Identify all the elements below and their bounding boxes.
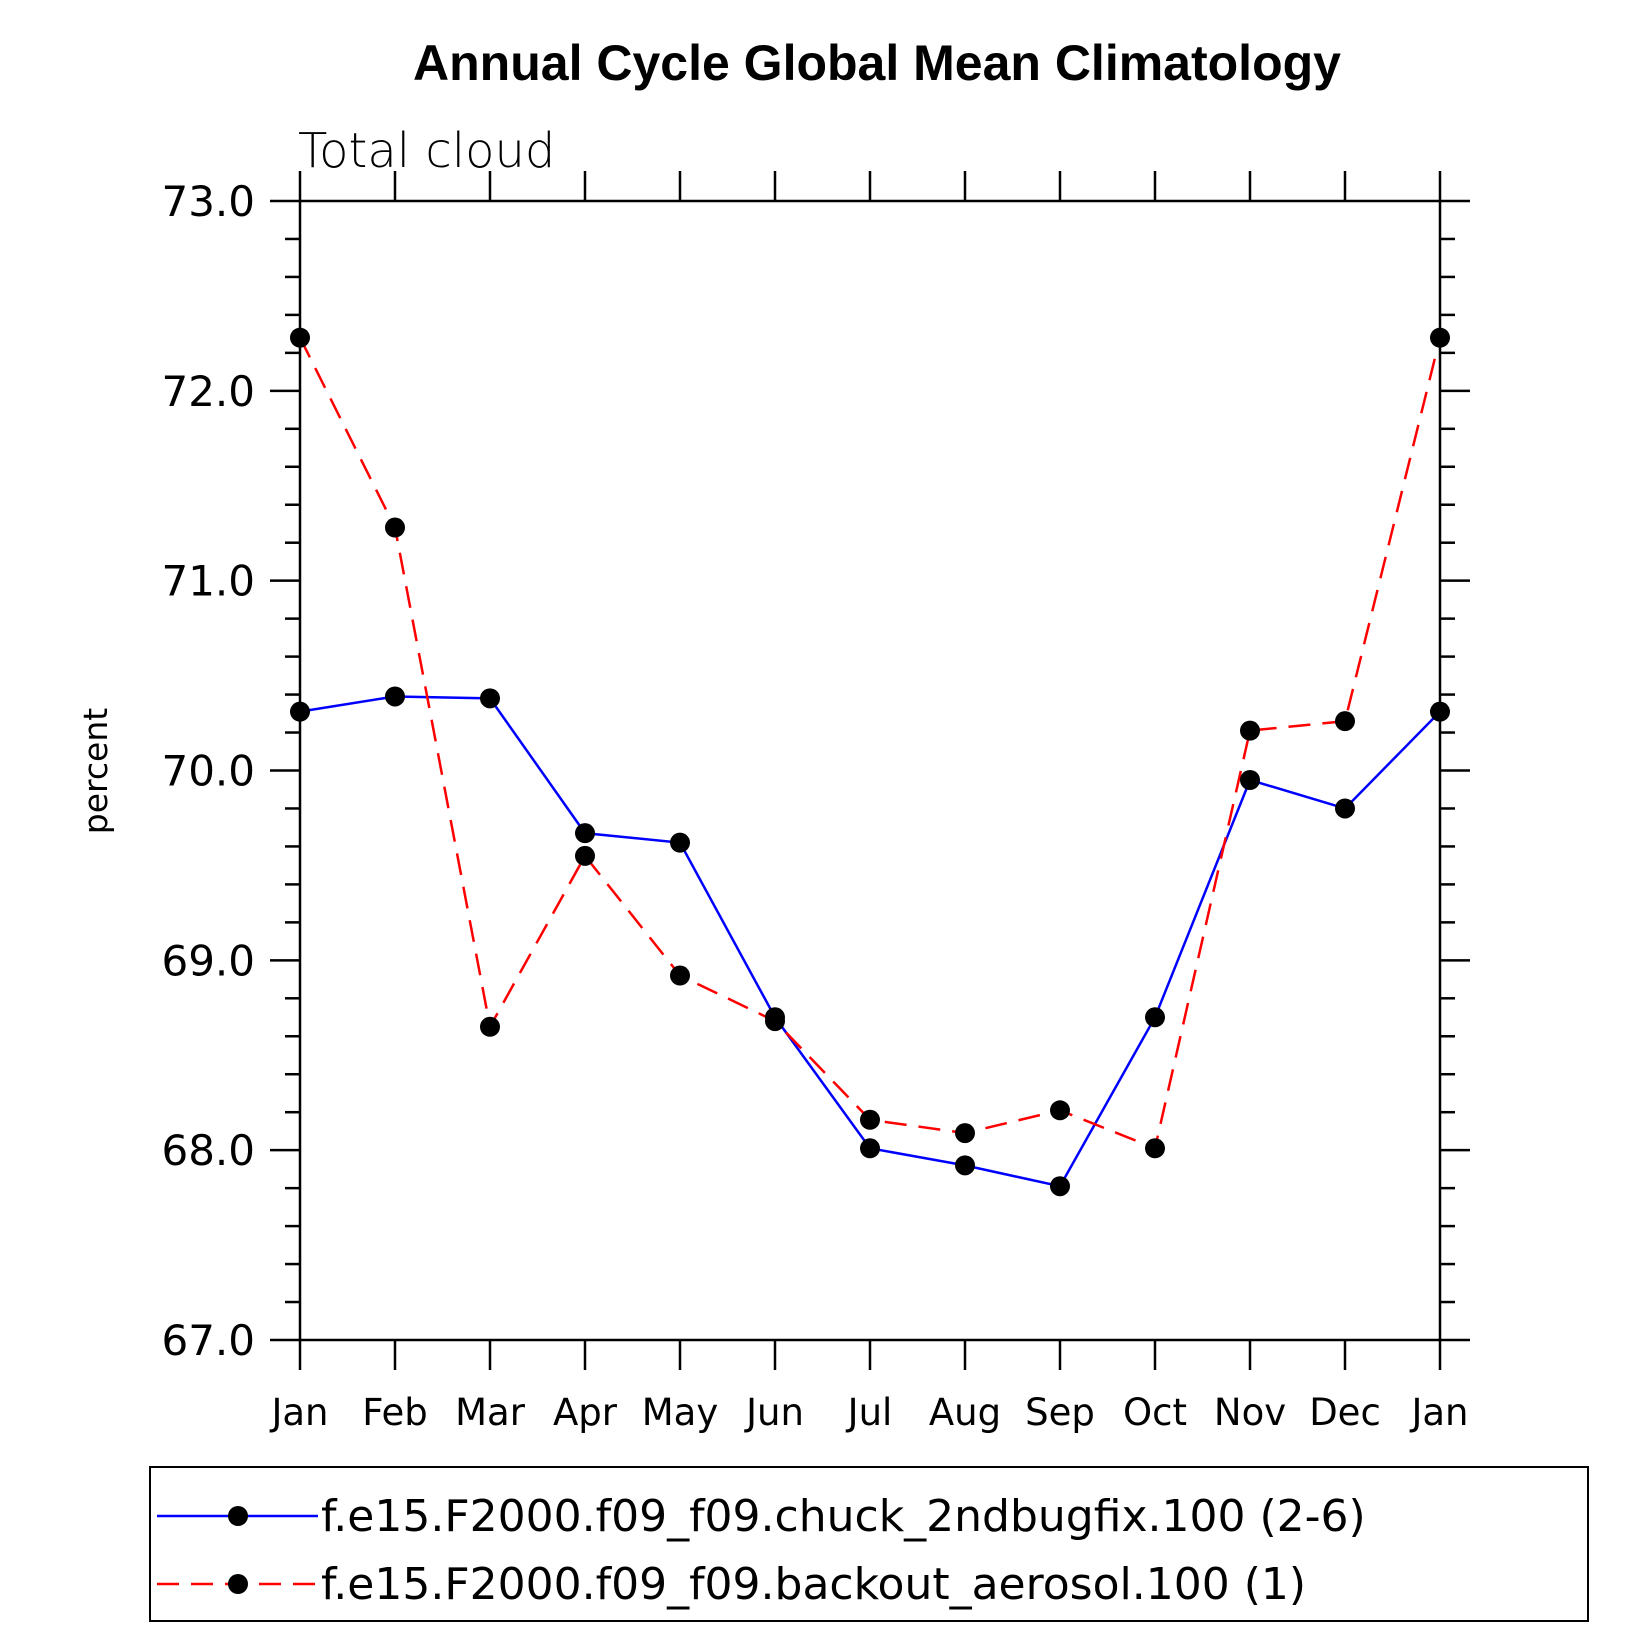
series-1-point	[1145, 1007, 1165, 1028]
series-1-point	[290, 701, 310, 722]
series-2-point	[1145, 1138, 1165, 1159]
series-1-point	[575, 823, 595, 844]
x-tick-label: Mar	[455, 1391, 526, 1434]
legend: f.e15.F2000.f09_f09.chuck_2ndbugfix.100 …	[149, 1466, 1589, 1622]
legend-box	[149, 1466, 1589, 1622]
x-tick-labels: Jan Feb Mar Apr May Jun Jul Aug Sep Oct Nov Dec Jan	[269, 1391, 1468, 1434]
x-tick-label: Nov	[1214, 1391, 1286, 1434]
legend-label-series-1: f.e15.F2000.f09_f09.chuck_2ndbugfix.100 …	[321, 1491, 1366, 1542]
y-tick-labels: 67.0 68.0 69.0 70.0 71.0 72.0 73.0	[161, 177, 255, 1365]
series-1-point	[1240, 769, 1260, 790]
series-1-point	[1430, 701, 1450, 722]
series-2-point	[575, 845, 595, 866]
series-1-point	[1335, 798, 1355, 819]
y-axis-label: percent	[76, 708, 115, 834]
x-tick-label: Sep	[1025, 1391, 1095, 1434]
series-2-point	[670, 965, 690, 986]
legend-marker-blue	[228, 1506, 248, 1526]
y-tick-label: 68.0	[161, 1126, 255, 1175]
series-2-point	[290, 327, 310, 348]
y-tick-label: 73.0	[161, 177, 255, 226]
y-tick-label: 69.0	[161, 936, 255, 985]
series-1-point	[670, 832, 690, 853]
series-2-point	[955, 1123, 975, 1144]
series-2-point	[1050, 1100, 1070, 1121]
series-2-point	[765, 1011, 785, 1032]
series-1-point	[385, 686, 405, 707]
series-2-point	[860, 1109, 880, 1130]
x-tick-label: Apr	[553, 1391, 618, 1434]
x-tick-label: Dec	[1309, 1391, 1381, 1434]
series-layer	[290, 327, 1450, 1197]
y-tick-label: 72.0	[161, 367, 255, 416]
x-tick-label: Jan	[1409, 1391, 1468, 1434]
series-1-point	[1050, 1176, 1070, 1197]
y-tick-label: 67.0	[161, 1316, 255, 1365]
x-tick-label: Oct	[1123, 1391, 1187, 1434]
axes	[270, 171, 1470, 1370]
y-tick-label: 70.0	[161, 747, 255, 796]
plot-frame	[298, 199, 1442, 1342]
x-tick-label: Aug	[929, 1391, 1001, 1434]
series-2-point	[480, 1016, 500, 1037]
x-tick-label: Jul	[846, 1391, 893, 1434]
y-tick-label: 71.0	[161, 557, 255, 606]
legend-label-series-2: f.e15.F2000.f09_f09.backout_aerosol.100 …	[321, 1559, 1306, 1610]
series-2-point	[1335, 711, 1355, 732]
x-tick-label: Feb	[362, 1391, 428, 1434]
legend-marker-red	[228, 1574, 248, 1594]
x-tick-label: Jan	[269, 1391, 328, 1434]
series-1-point	[480, 688, 500, 709]
x-tick-label: May	[642, 1391, 719, 1434]
series-2-point	[385, 517, 405, 538]
series-2-point	[1240, 720, 1260, 741]
series-1-point	[955, 1155, 975, 1176]
chart-title: Annual Cycle Global Mean Climatology	[413, 35, 1341, 91]
series-1-point	[860, 1138, 880, 1159]
series-line-2	[298, 337, 1442, 1150]
series-2-point	[1430, 327, 1450, 348]
chart-subtitle: Total cloud	[298, 123, 555, 179]
x-tick-label: Jun	[744, 1391, 804, 1434]
